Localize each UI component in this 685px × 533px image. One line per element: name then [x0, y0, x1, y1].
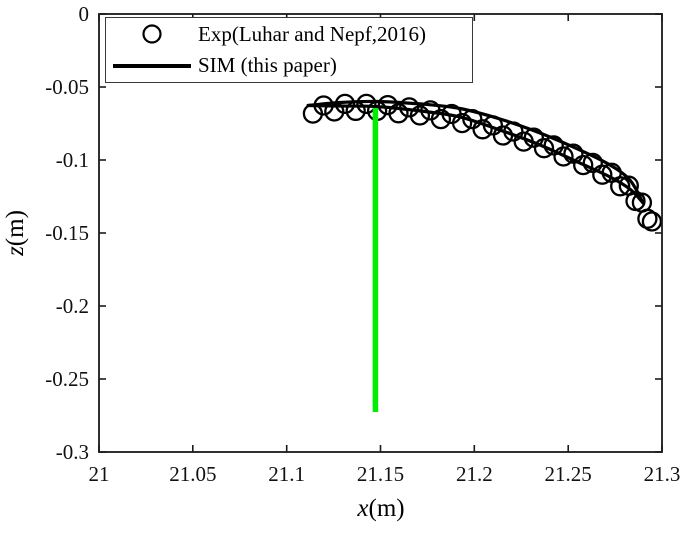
- exp-scatter-point: [641, 211, 663, 232]
- exp-scatter-point: [637, 208, 658, 229]
- sim-curve-lower: [306, 103, 645, 205]
- legend-item-exp: Exp(Luhar and Nepf,2016): [106, 19, 472, 50]
- x-tick-label: 21.3: [643, 462, 681, 486]
- y-tick-label: 0: [78, 2, 90, 26]
- x-tick-label: 21.15: [356, 462, 405, 486]
- exp-scatter-point: [388, 103, 409, 124]
- x-tick-label: 21.2: [455, 462, 493, 486]
- exp-scatter-point: [610, 176, 631, 197]
- exp-scatter-point: [356, 93, 377, 115]
- line-marker-icon: [106, 64, 198, 68]
- legend: Exp(Luhar and Nepf,2016) SIM (this paper…: [105, 17, 473, 83]
- exp-scatter-point: [409, 105, 431, 126]
- y-axis-label: z(m): [2, 210, 30, 256]
- y-axis-variable: z: [2, 246, 29, 256]
- axes-frame: [98, 13, 663, 453]
- exp-scatter-point: [573, 154, 594, 176]
- exp-scatter-point: [430, 108, 452, 130]
- x-tick-label: 21.05: [169, 462, 217, 486]
- y-tick-label: -0.15: [45, 221, 89, 245]
- exp-scatter-point: [592, 164, 613, 185]
- x-axis-label: x(m): [357, 495, 404, 523]
- x-axis-unit: (m): [368, 495, 405, 522]
- exp-scatter-point: [472, 119, 493, 140]
- sim-curve-upper: [306, 99, 645, 205]
- y-tick-label: -0.25: [45, 367, 89, 391]
- y-tick-label: -0.2: [55, 294, 89, 318]
- open-circle-marker-icon: [106, 22, 198, 46]
- y-tick-label: -0.05: [45, 75, 89, 99]
- y-tick-label: -0.1: [55, 148, 89, 172]
- legend-label-sim: SIM (this paper): [198, 53, 337, 78]
- legend-item-sim: SIM (this paper): [106, 50, 472, 81]
- legend-label-exp: Exp(Luhar and Nepf,2016): [198, 21, 427, 46]
- exp-scatter-point: [451, 112, 473, 134]
- exp-scatter-point: [553, 146, 574, 167]
- x-axis-variable: x: [357, 495, 369, 522]
- y-tick-label: -0.3: [55, 440, 89, 464]
- exp-scatter-point: [533, 138, 555, 159]
- y-axis-unit: (m): [2, 210, 29, 247]
- x-tick-label: 21.1: [268, 462, 306, 486]
- x-tick-label: 21: [88, 462, 110, 486]
- x-tick-label: 21.25: [544, 462, 592, 486]
